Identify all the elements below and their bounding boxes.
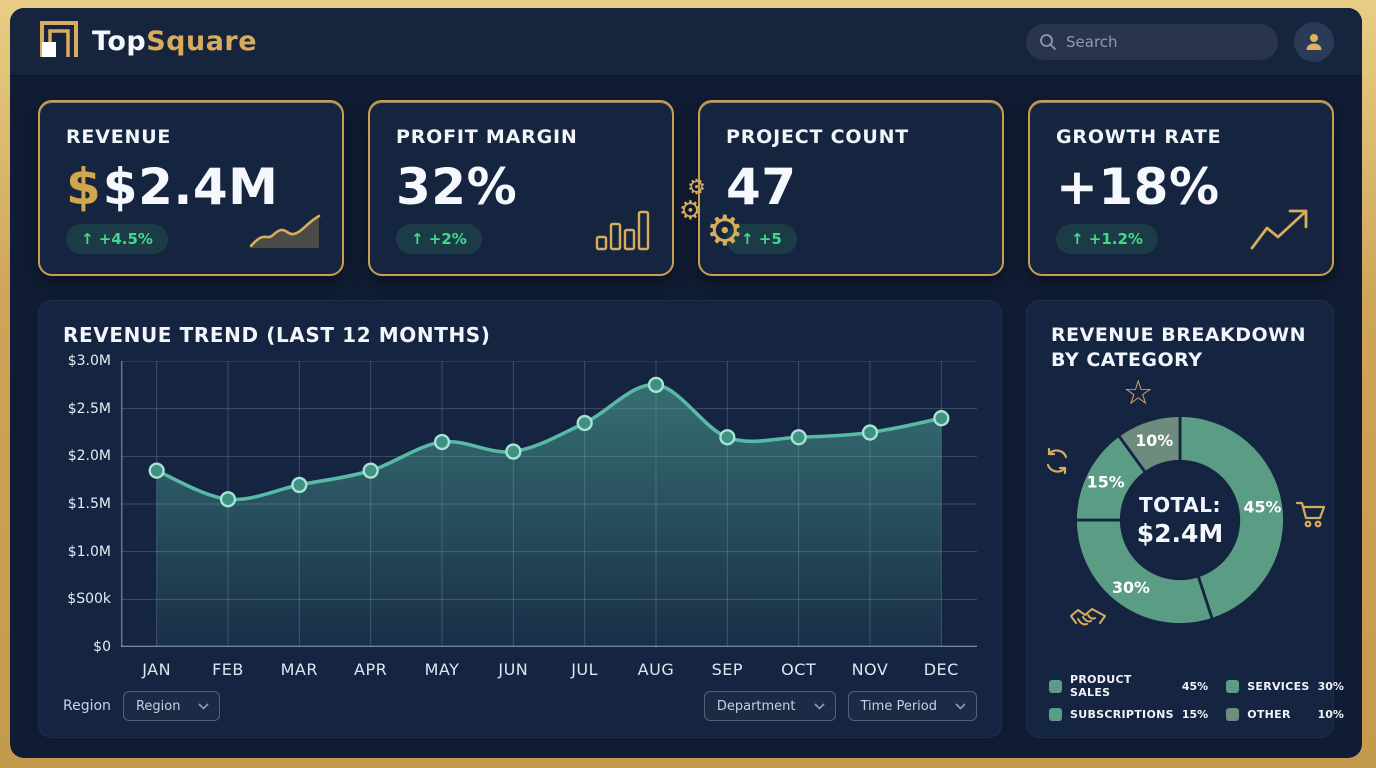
svg-text:30%: 30% (1112, 578, 1150, 597)
kpi-value: 47 (726, 158, 797, 216)
legend-swatch (1049, 708, 1062, 721)
y-tick: $2.5M (67, 400, 111, 417)
search-input[interactable] (1026, 23, 1278, 60)
region-select[interactable]: Region (122, 691, 221, 721)
kpi-change-badge: ↑ +2% (396, 224, 482, 254)
kpi-value: 32% (396, 158, 518, 216)
y-tick: $1.5M (67, 496, 111, 512)
x-tick: FEB (212, 660, 244, 679)
kpi-title: PROFIT MARGIN (396, 126, 578, 148)
x-tick: DEC (923, 660, 959, 679)
kpi-card-revenue[interactable]: REVENUE $ $2.4M ↑ +4.5% (38, 100, 344, 276)
dashboard-app: TopSquare REVENUE (10, 8, 1362, 758)
person-icon (1306, 33, 1322, 50)
nested-squares-logo-icon (38, 19, 80, 65)
y-tick: $1.0M (67, 543, 111, 560)
x-tick: MAY (424, 660, 460, 679)
trend-panel-title: REVENUE TREND (LAST 12 MONTHS) (63, 323, 491, 347)
donut-chart-svg[interactable]: 45% 30% 15% 10% (1055, 395, 1305, 645)
x-tick: JUL (571, 660, 599, 679)
x-tick: AUG (637, 660, 675, 679)
handshake-icon (1069, 605, 1107, 635)
search-bar (1026, 23, 1278, 60)
kpi-change-badge: ↑ +5 (726, 224, 797, 254)
kpi-value: $2.4M (102, 158, 279, 216)
legend-item[interactable]: SUBSCRIPTIONS 15% (1049, 708, 1208, 721)
y-tick: $3.0M (67, 353, 111, 369)
trend-chart-svg[interactable] (121, 361, 977, 647)
legend-item[interactable]: OTHER 10% (1226, 708, 1344, 721)
svg-text:10%: 10% (1135, 431, 1173, 450)
revenue-trend-panel: REVENUE TREND (LAST 12 MONTHS) $3.0M $2.… (38, 300, 1002, 738)
dollar-icon: $ (66, 158, 101, 216)
x-tick: NOV (851, 660, 889, 679)
trend-chart: $3.0M $2.5M $2.0M $1.5M $1.0M $S00k $0 J… (63, 353, 977, 679)
y-tick: $0 (93, 639, 111, 655)
legend-item[interactable]: PRODUCT SALES 45% (1049, 673, 1208, 699)
y-tick: $S00k (67, 591, 111, 608)
kpi-card-growth-rate[interactable]: GROWTH RATE +18% ↑ +1.2% (1028, 100, 1334, 276)
revenue-breakdown-panel: REVENUE BREAKDOWN BY CATEGORY ☆ (1026, 300, 1344, 738)
kpi-card-project-count[interactable]: PROJECT COUNT 47 ↑ +5 ⚙ ⚙ ⚙ (679, 100, 1004, 276)
svg-text:15%: 15% (1087, 473, 1125, 492)
bar-chart-icon (594, 206, 652, 256)
svg-text:45%: 45% (1243, 498, 1281, 517)
region-label: Region (63, 698, 111, 714)
kpi-row: REVENUE $ $2.4M ↑ +4.5% PROFIT MARGIN 32… (38, 100, 1334, 276)
shopping-cart-icon (1295, 499, 1327, 533)
legend-swatch (1049, 679, 1062, 693)
kpi-value: +18% (1056, 158, 1220, 216)
breakdown-panel-title: REVENUE BREAKDOWN BY CATEGORY (1051, 324, 1307, 371)
kpi-card-profit-margin[interactable]: PROFIT MARGIN 32% ↑ +2% (368, 100, 674, 276)
brand-logo: TopSquare (38, 19, 257, 65)
time-period-select[interactable]: Time Period (847, 691, 977, 721)
x-tick: JAN (142, 660, 172, 679)
x-tick: OCT (781, 660, 817, 679)
trending-up-icon (1248, 204, 1312, 256)
department-select[interactable]: Department (703, 691, 836, 721)
refresh-icon (1043, 447, 1071, 479)
star-icon: ☆ (1123, 373, 1154, 413)
search-icon (1040, 33, 1056, 50)
y-tick: $2.0M (67, 448, 111, 465)
legend-swatch (1226, 679, 1240, 693)
kpi-title: GROWTH RATE (1056, 126, 1222, 148)
chevron-down-icon (813, 702, 825, 710)
brand-name: TopSquare (92, 26, 258, 57)
top-bar: TopSquare (10, 8, 1362, 76)
y-axis-labels: $3.0M $2.5M $2.0M $1.5M $1.0M $S00k $0 (63, 353, 121, 655)
sparkline-icon (248, 212, 322, 256)
x-axis-labels: JAN FEB MAR APR MAY JUN JUL AUG SEP OCT … (121, 647, 977, 679)
breakdown-legend: PRODUCT SALES 45% SERVICES 30% SUBSCRIPT… (1049, 673, 1344, 721)
chevron-down-icon (198, 702, 210, 710)
kpi-title: PROJECT COUNT (726, 126, 910, 148)
kpi-change-badge: ↑ +1.2% (1056, 224, 1158, 254)
kpi-change-badge: ↑ +4.5% (66, 224, 168, 254)
kpi-title: REVENUE (66, 126, 172, 148)
legend-swatch (1226, 708, 1240, 721)
legend-item[interactable]: SERVICES 30% (1226, 673, 1344, 699)
x-tick: MAR (280, 660, 318, 679)
x-tick: APR (354, 660, 388, 679)
x-tick: JUN (498, 660, 529, 679)
x-tick: SEP (711, 660, 743, 679)
chevron-down-icon (955, 702, 966, 710)
user-avatar[interactable] (1294, 21, 1334, 62)
